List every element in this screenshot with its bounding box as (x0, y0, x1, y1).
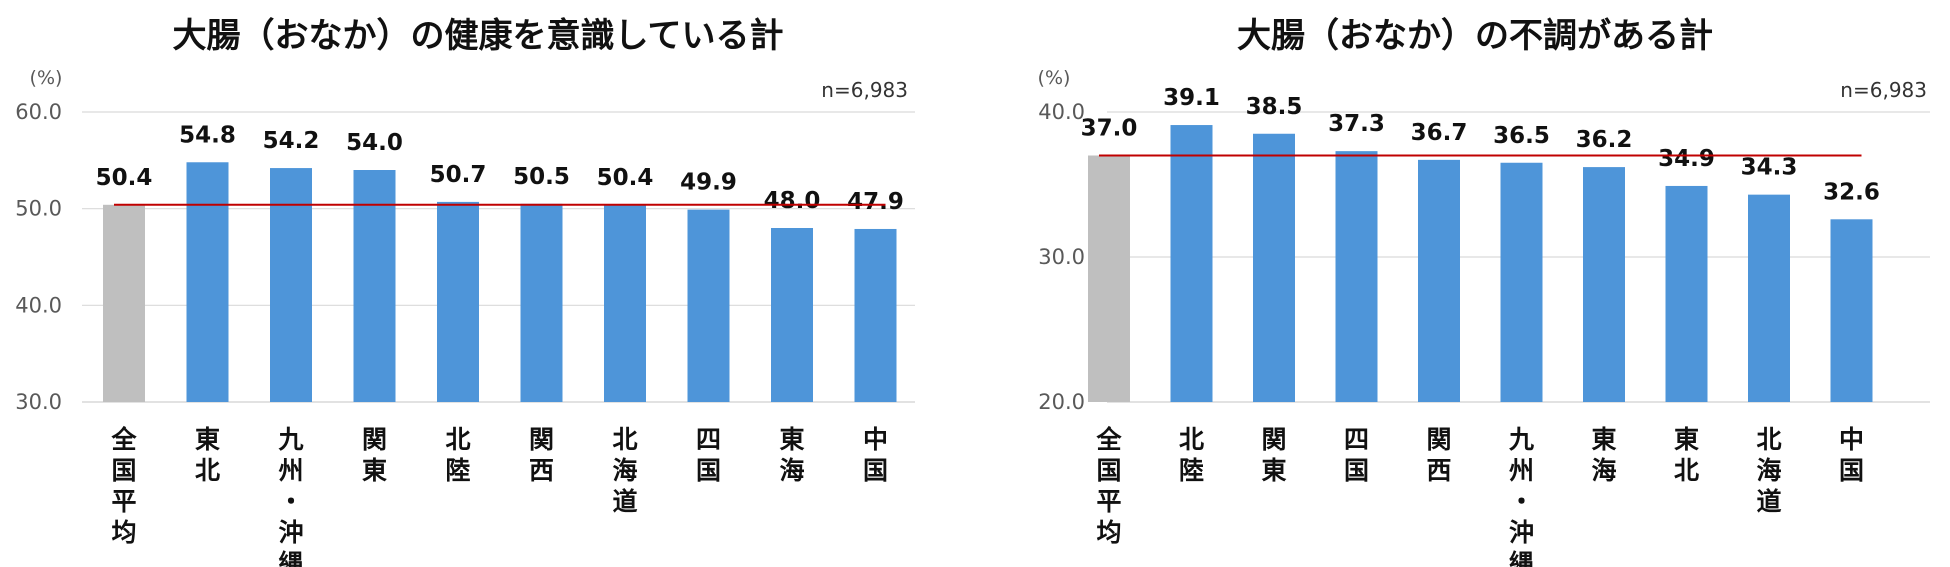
data-label: 32.6 (1823, 179, 1880, 205)
data-label: 50.4 (597, 165, 654, 191)
bar (1253, 133, 1295, 402)
category-label: 中国 (1839, 425, 1864, 485)
chart-regional-bowel-discomfort: 大腸（おなか）の不調がある計 (%) n=6,983 40.0 30.0 20.0 37.0… (1038, 16, 1930, 567)
category-label: 北海道 (1756, 425, 1781, 516)
data-label: 37.3 (1328, 111, 1385, 137)
data-label: 34.9 (1658, 146, 1715, 172)
data-label: 34.3 (1741, 155, 1798, 181)
y-tick-label: 20.0 (1038, 390, 1085, 414)
data-label: 49.9 (680, 170, 737, 196)
data-label: 50.5 (513, 164, 570, 190)
data-label: 54.0 (346, 130, 403, 156)
data-label: 37.0 (1081, 116, 1138, 142)
data-label: 50.4 (96, 165, 153, 191)
category-label: 関東 (1261, 425, 1286, 485)
data-label: 48.0 (764, 188, 821, 214)
bar (437, 201, 479, 402)
y-axis-unit: (%) (1038, 67, 1071, 89)
bar (687, 209, 730, 402)
data-label: 36.2 (1576, 127, 1633, 153)
category-label: 関東 (362, 425, 387, 485)
bar (1830, 219, 1873, 402)
category-label: 中国 (863, 425, 888, 485)
category-label: 九州・沖縄 (277, 425, 303, 567)
category-label: 北陸 (445, 425, 470, 485)
category-label: 全国平均 (1095, 425, 1122, 547)
category-label: 関西 (529, 425, 554, 485)
data-label: 47.9 (847, 189, 904, 215)
data-label: 54.8 (179, 122, 236, 148)
y-tick-label: 40.0 (15, 293, 62, 317)
category-label: 関西 (1426, 425, 1451, 485)
category-label: 北海道 (612, 425, 637, 516)
bar (771, 228, 813, 402)
bar-national-average (1088, 155, 1130, 402)
category-label: 九州・沖縄 (1508, 425, 1534, 567)
chart-title: 大腸（おなか）の健康を意識している計 (173, 16, 784, 56)
chart-title: 大腸（おなか）の不調がある計 (1237, 16, 1713, 56)
data-label: 50.7 (430, 162, 487, 188)
bar (520, 203, 563, 402)
bar (1335, 151, 1378, 402)
bar (1500, 162, 1543, 402)
data-label: 54.2 (263, 128, 320, 154)
data-label: 36.5 (1493, 123, 1550, 149)
y-tick-label: 60.0 (15, 100, 62, 124)
y-tick-label: 40.0 (1038, 100, 1085, 124)
bar (1418, 159, 1460, 402)
bar (1583, 167, 1625, 402)
category-label: 北陸 (1179, 425, 1204, 485)
bar-national-average (103, 204, 145, 402)
data-label: 39.1 (1163, 85, 1220, 111)
bar (1748, 194, 1790, 402)
category-label: 四国 (696, 425, 721, 485)
bar (353, 170, 396, 402)
category-label: 東北 (195, 425, 220, 485)
category-label: 東北 (1674, 425, 1699, 485)
sample-size-label: n=6,983 (821, 78, 908, 102)
data-label: 38.5 (1246, 94, 1303, 120)
y-axis-unit: (%) (30, 67, 63, 89)
y-tick-label: 30.0 (1038, 245, 1085, 269)
bar (1170, 125, 1213, 403)
chart-regional-health-awareness: 大腸（おなか）の健康を意識している計 (%) n=6,983 60.0 50.0 40.0… (15, 16, 915, 567)
category-label: 東海 (1591, 425, 1616, 485)
data-label: 36.7 (1411, 120, 1468, 146)
category-label: 全国平均 (110, 425, 137, 547)
sample-size-label: n=6,983 (1840, 78, 1927, 102)
y-tick-label: 50.0 (15, 197, 62, 221)
bar (186, 162, 229, 402)
category-label: 四国 (1344, 425, 1369, 485)
bar (604, 204, 646, 402)
bar (854, 228, 897, 402)
y-tick-label: 30.0 (15, 390, 62, 414)
bar (270, 168, 312, 402)
category-label: 東海 (779, 425, 804, 485)
bar (1665, 185, 1708, 402)
